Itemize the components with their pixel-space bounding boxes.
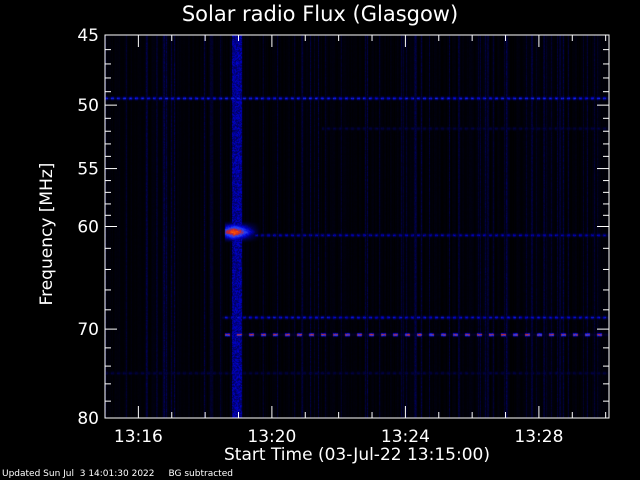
x-axis-label: Start Time (03-Jul-22 13:15:00): [224, 445, 490, 465]
x-tick-label: 13:28: [514, 427, 563, 447]
chart-title: Solar radio Flux (Glasgow): [181, 2, 459, 26]
plot-frame: [104, 34, 610, 419]
x-tick-label: 13:20: [247, 427, 296, 447]
y-axis-label: Frequency [MHz]: [37, 162, 57, 306]
x-tick-label: 13:16: [114, 427, 163, 447]
x-tick-label: 13:24: [381, 427, 430, 447]
y-tick-label: 50: [77, 96, 99, 116]
y-tick-label: 70: [77, 320, 99, 340]
bg-subtracted-note: BG subtracted: [168, 469, 233, 479]
y-tick-label: 55: [77, 160, 99, 180]
y-tick-label: 45: [77, 26, 99, 46]
y-tick-label: 80: [77, 409, 99, 429]
updated-timestamp: Updated Sun Jul 3 14:01:30 2022: [2, 469, 155, 479]
y-tick-label: 60: [77, 218, 99, 238]
footer: Updated Sun Jul 3 14:01:30 2022 BG subtra…: [2, 469, 247, 479]
